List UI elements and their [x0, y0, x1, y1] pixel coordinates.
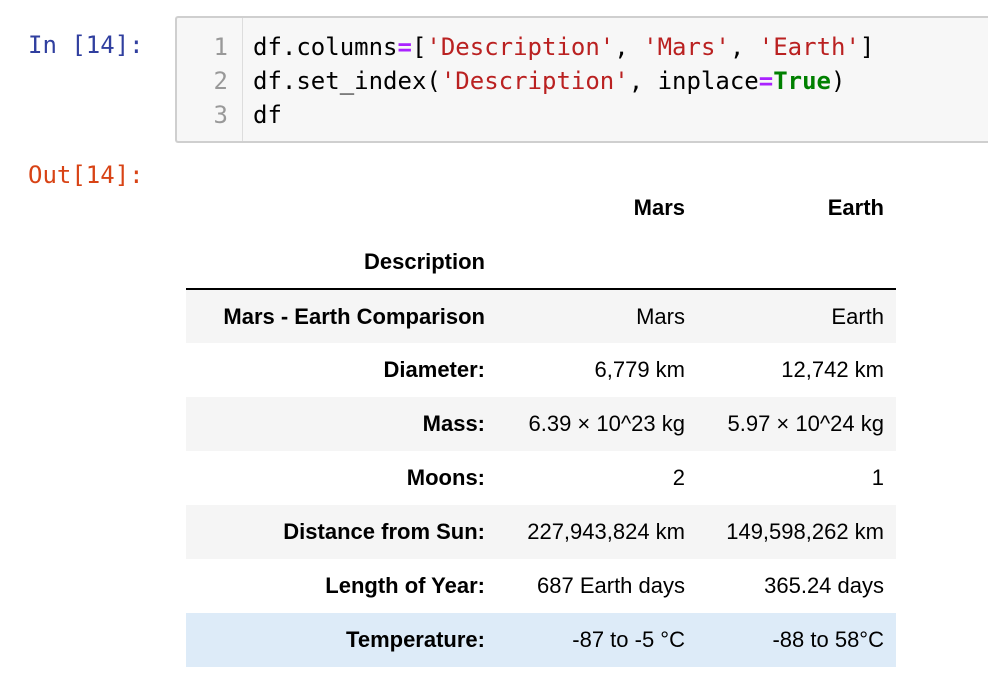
cell-earth: 365.24 days	[764, 573, 884, 598]
code-operator: =	[758, 67, 774, 95]
line-number: 2	[213, 67, 228, 95]
index-name-header: Description	[186, 235, 497, 290]
column-header-mars: Mars	[633, 195, 685, 220]
blank-header-cell	[697, 235, 896, 290]
code-operator: =	[397, 33, 412, 61]
cell-mars: 227,943,824 km	[527, 519, 685, 544]
line-number: 3	[213, 101, 228, 129]
code-string: 'Description'	[440, 67, 629, 95]
code-token: , inplace	[628, 67, 759, 95]
table-row: Mass: 6.39 × 10^23 kg 5.97 × 10^24 kg	[186, 397, 896, 451]
code-string: 'Mars'	[643, 33, 730, 61]
index-header-blank	[186, 181, 497, 235]
cell-mars: 6,779 km	[594, 357, 686, 382]
index-name-row: Description	[186, 235, 896, 290]
table-row: Distance from Sun: 227,943,824 km 149,59…	[186, 505, 896, 559]
code-line-2[interactable]: df.set_index('Description', inplace=True…	[253, 64, 845, 98]
column-header-row: Mars Earth	[186, 181, 896, 235]
table-row-hovered: Temperature: -87 to -5 °C -88 to 58°C	[186, 613, 896, 667]
table-row: Length of Year: 687 Earth days 365.24 da…	[186, 559, 896, 613]
code-cell-editor[interactable]: 1 2 3 df.columns=['Description', 'Mars',…	[175, 16, 988, 143]
code-token: ,	[614, 33, 644, 61]
line-number: 1	[213, 33, 228, 61]
cell-mars: 2	[672, 465, 685, 490]
cell-earth: 149,598,262 km	[726, 519, 884, 544]
blank-header-cell	[497, 235, 697, 290]
code-token: ,	[729, 33, 759, 61]
cell-mars: -87 to -5 °C	[572, 627, 685, 652]
line-number-gutter: 1 2 3	[177, 18, 243, 141]
output-prompt: Out[14]:	[28, 161, 144, 189]
cell-mars: 687 Earth days	[537, 573, 685, 598]
code-token: df.set_index(	[253, 67, 441, 95]
row-index-label: Length of Year:	[325, 573, 485, 598]
cell-earth: 1	[871, 465, 884, 490]
code-keyword: True	[773, 67, 831, 95]
row-index-label: Moons:	[406, 465, 485, 490]
table-row: Moons: 2 1	[186, 451, 896, 505]
code-token: df.columns	[253, 33, 398, 61]
code-token: )	[830, 67, 846, 95]
code-string: 'Description'	[426, 33, 615, 61]
cell-mars: Mars	[636, 303, 685, 329]
code-token: ]	[859, 33, 875, 61]
column-header-earth: Earth	[827, 195, 884, 220]
cell-earth: 5.97 × 10^24 kg	[727, 411, 884, 436]
cell-earth: Earth	[831, 303, 884, 329]
dataframe-table: Mars Earth Description Mars - Earth Comp…	[186, 181, 896, 667]
code-token: [	[411, 33, 427, 61]
cell-earth: -88 to 58°C	[772, 627, 884, 652]
cell-earth: 12,742 km	[781, 357, 884, 382]
code-line-3[interactable]: df	[253, 101, 282, 129]
row-index-label: Temperature:	[346, 627, 485, 652]
table-row: Diameter: 6,779 km 12,742 km	[186, 343, 896, 397]
row-index-label: Mars - Earth Comparison	[223, 303, 485, 329]
table-row: Mars - Earth Comparison Mars Earth	[186, 289, 896, 343]
cell-mars: 6.39 × 10^23 kg	[528, 411, 685, 436]
input-prompt: In [14]:	[28, 31, 144, 59]
code-line-1[interactable]: df.columns=['Description', 'Mars', 'Eart…	[253, 30, 874, 64]
row-index-label: Mass:	[422, 411, 485, 436]
row-index-label: Distance from Sun:	[283, 519, 485, 544]
code-string: 'Earth'	[758, 33, 860, 61]
row-index-label: Diameter:	[383, 357, 485, 382]
